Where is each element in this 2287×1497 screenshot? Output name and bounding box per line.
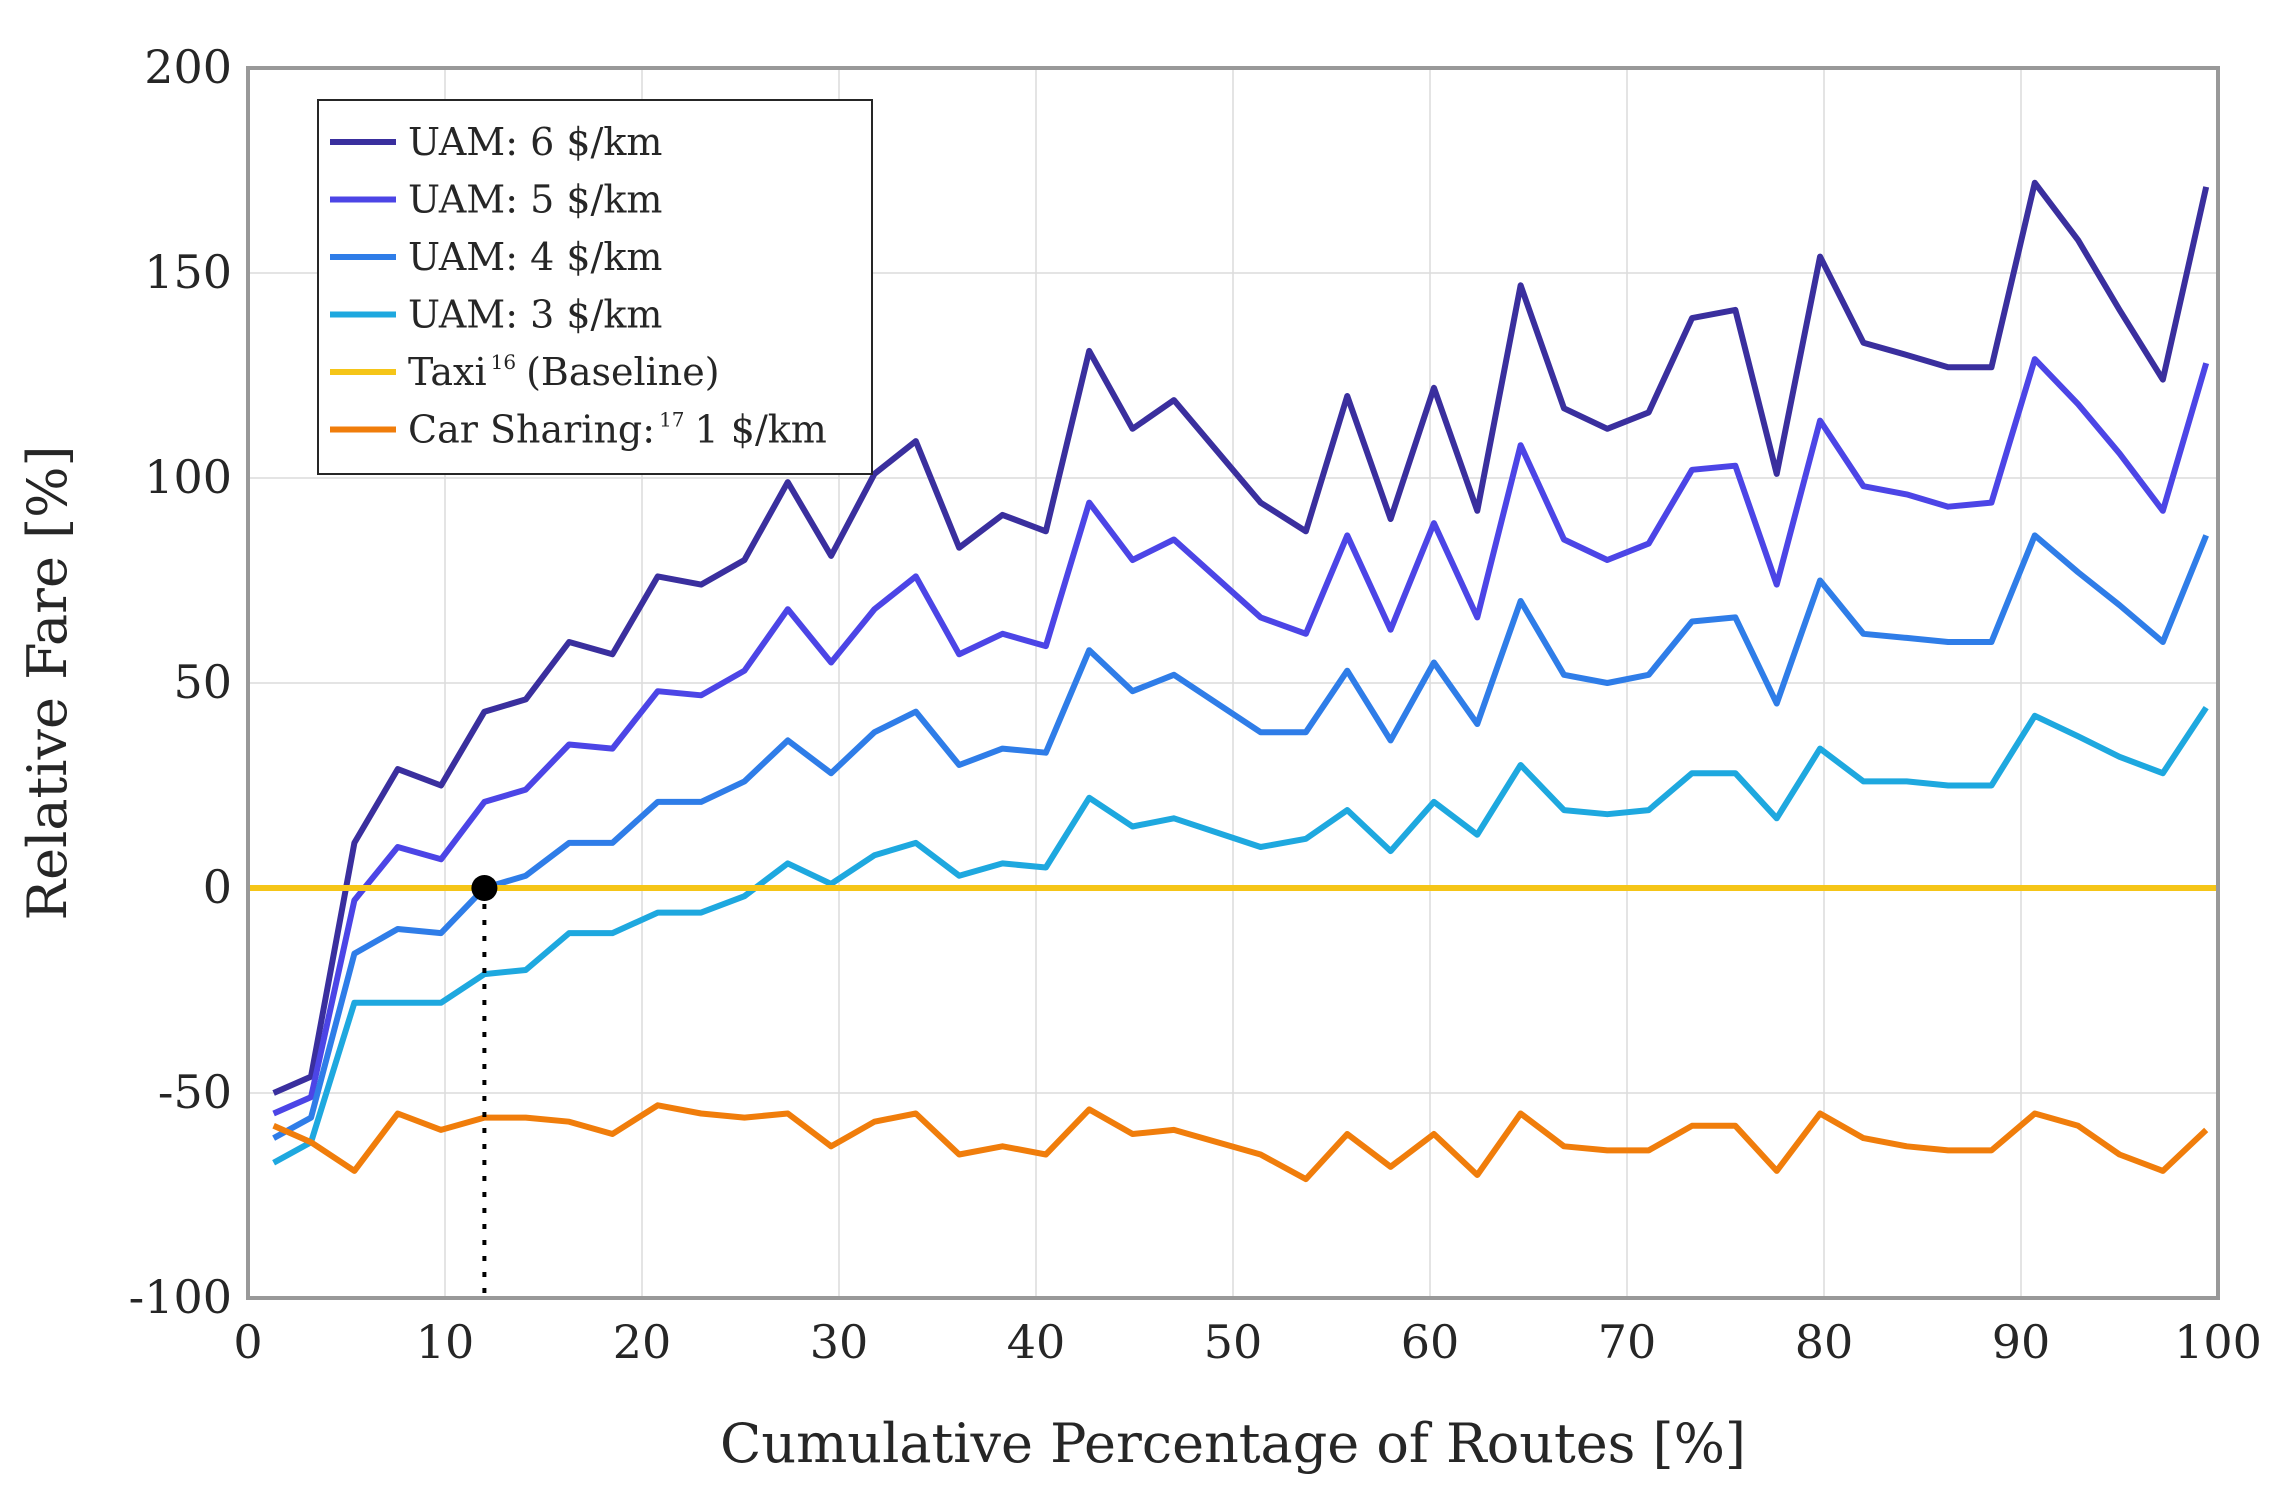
y-tick-label: 50 (173, 655, 232, 709)
x-tick-label: 30 (810, 1315, 869, 1369)
x-tick-label: 20 (613, 1315, 672, 1369)
x-axis-label: Cumulative Percentage of Routes [%] (720, 1412, 1746, 1475)
y-tick-label: -100 (129, 1270, 232, 1324)
legend-entry: Taxi 16 (Baseline) (408, 350, 720, 394)
x-tick-label: 80 (1795, 1315, 1854, 1369)
series-line-4 (272, 705, 2209, 1166)
annotation-layer (471, 875, 498, 1298)
legend-box (317, 99, 873, 475)
y-tick-label: 150 (144, 245, 232, 299)
x-tick-label: 50 (1204, 1315, 1263, 1369)
x-tick-label: 10 (416, 1315, 475, 1369)
series-line-3 (272, 532, 2209, 1141)
x-tick-labels: 0 10 20 30 40 50 60 70 80 90 100 (233, 1315, 2262, 1369)
y-tick-labels: -100 -50 0 50 100 150 200 (129, 40, 232, 1324)
y-axis-label: Relative Fare [%] (16, 445, 79, 920)
series-line-2 (272, 356, 2210, 1117)
series-line-6 (272, 1102, 2209, 1183)
x-tick-label: 40 (1007, 1315, 1066, 1369)
x-tick-label: 100 (2174, 1315, 2262, 1369)
x-tick-label: 70 (1598, 1315, 1657, 1369)
x-tick-label: 0 (233, 1315, 262, 1369)
legend: UAM: 6 $/km UAM: 5 $/km UAM: 4 $/km UAM: 3 … (317, 99, 873, 475)
y-tick-label: 0 (203, 860, 232, 914)
legend-entry: UAM: 5 $/km (408, 178, 662, 222)
x-tick-label: 90 (1992, 1315, 2051, 1369)
y-tick-label: -50 (158, 1065, 232, 1119)
y-tick-label: 200 (144, 40, 232, 94)
plot-frame (246, 66, 2220, 1300)
annotation-marker (471, 875, 498, 901)
series-layer (248, 179, 2218, 1183)
legend-entry: Car Sharing: 17 1 $/km (408, 408, 827, 452)
legend-entry: UAM: 3 $/km (408, 293, 662, 337)
legend-entry: UAM: 4 $/km (408, 235, 662, 279)
x-tick-label: 60 (1401, 1315, 1460, 1369)
y-tick-label: 100 (144, 450, 232, 504)
legend-entry: UAM: 6 $/km (408, 120, 662, 164)
series-line-1 (272, 179, 2210, 1096)
